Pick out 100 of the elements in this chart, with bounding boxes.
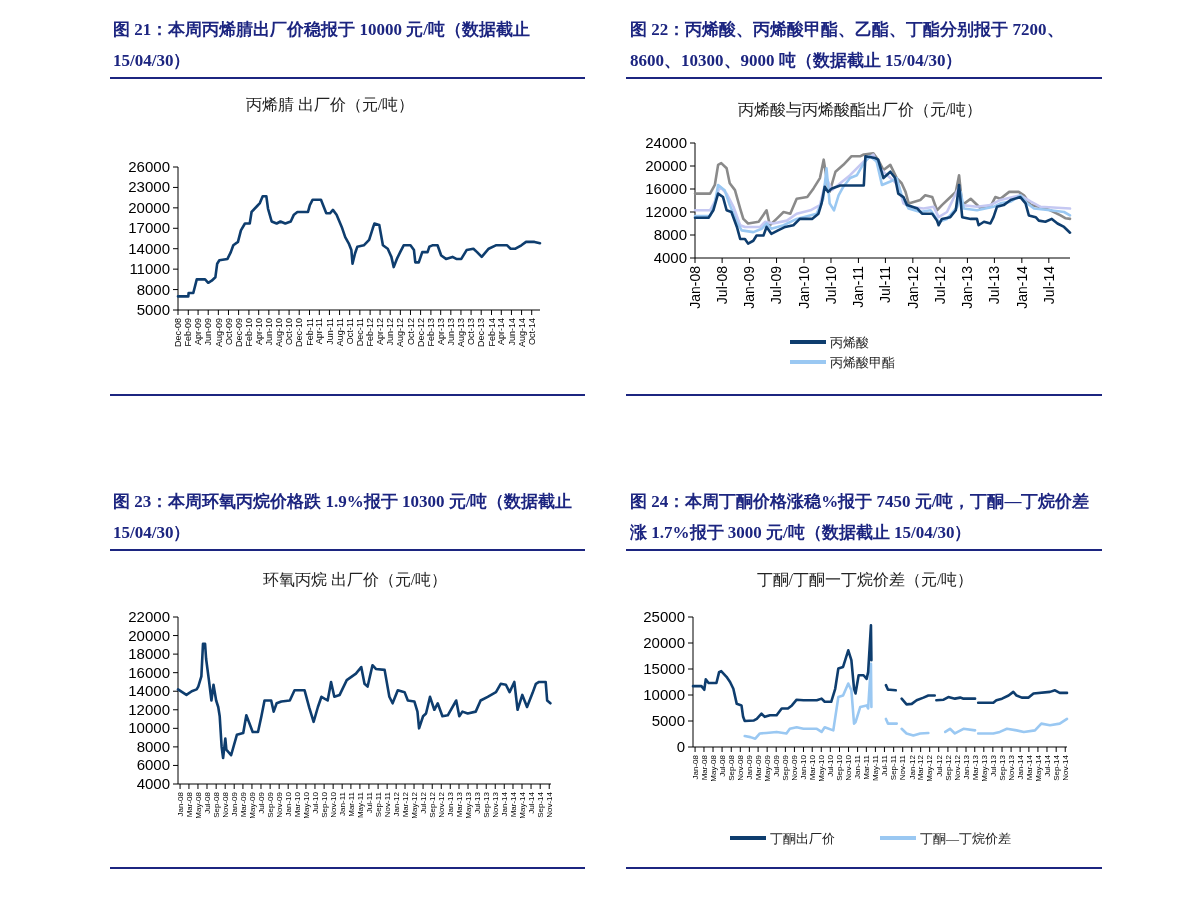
x-tick-label: Aug-09 — [213, 318, 224, 348]
y-tick-label: 15000 — [643, 660, 685, 677]
y-tick-label: 10000 — [643, 686, 685, 703]
x-tick-label: Jul-12 — [934, 754, 944, 777]
x-tick-label: Mar-09 — [753, 754, 763, 781]
x-tick-label: Mar-09 — [238, 791, 248, 818]
x-tick-label: Dec-08 — [173, 318, 184, 348]
x-tick-label: May-09 — [762, 754, 772, 782]
x-tick-label: Aug-14 — [516, 318, 527, 348]
x-tick-label: Jul-13 — [472, 791, 482, 814]
x-tick-label: Feb-12 — [365, 318, 376, 347]
chart-title: 图 24：本周丁酮价格涨稳%报于 7450 元/吨，丁酮—丁烷价差涨 1.7%报于 3000 元/吨（数据截止 15/04/30） — [630, 491, 1091, 544]
x-tick-label: Aug-12 — [395, 318, 406, 348]
x-tick-label: Mar-10 — [808, 754, 818, 781]
x-tick-label: Dec-11 — [354, 318, 365, 347]
x-tick-label: Jan-08 — [690, 754, 700, 780]
x-tick-label: Jul-09 — [768, 265, 785, 305]
x-tick-label: Mar-11 — [862, 754, 872, 780]
x-tick-label: Jan-11 — [850, 265, 867, 308]
x-tick-label: May-08 — [708, 754, 718, 782]
y-tick-label: 20000 — [643, 634, 685, 651]
x-tick-label: Jul-09 — [771, 754, 781, 777]
y-tick-label: 14000 — [128, 682, 170, 700]
x-tick-label: Mar-10 — [292, 791, 302, 818]
y-tick-label: 8000 — [136, 737, 170, 755]
x-tick-label: Aug-13 — [456, 318, 467, 348]
x-tick-label: Jun-12 — [385, 318, 396, 346]
x-tick-label: Mar-11 — [346, 791, 356, 817]
x-tick-label: Apr-14 — [496, 318, 507, 346]
x-tick-label: Jul-12 — [931, 265, 948, 305]
y-tick-label: 18000 — [128, 645, 170, 663]
x-tick-label: Oct-12 — [405, 318, 416, 346]
x-tick-label: Nov-08 — [220, 791, 230, 818]
x-tick-label: Nov-10 — [328, 791, 338, 818]
x-tick-label: May-13 — [979, 754, 989, 782]
x-tick-label: Mar-12 — [400, 791, 410, 818]
x-tick-label: Nov-09 — [790, 754, 800, 781]
x-tick-label: Sep-14 — [1051, 754, 1061, 781]
x-tick-label: Oct-11 — [344, 318, 355, 345]
x-tick-label: Jul-10 — [826, 754, 836, 777]
x-tick-label: Apr-09 — [193, 318, 204, 346]
x-tick-label: Dec-09 — [233, 318, 244, 348]
y-tick-label: 16000 — [645, 180, 687, 197]
x-tick-label: May-14 — [517, 791, 527, 819]
x-tick-label: Sep-09 — [781, 754, 791, 781]
x-tick-label: Jul-14 — [1040, 265, 1057, 305]
y-tick-label: 20000 — [645, 157, 687, 174]
x-tick-label: Mar-12 — [916, 754, 926, 781]
x-tick-label: Jun-09 — [203, 318, 214, 346]
x-tick-label: Jan-10 — [795, 265, 812, 309]
x-tick-label: Jul-10 — [822, 265, 839, 305]
x-tick-label: May-10 — [817, 754, 827, 782]
x-tick-label: Sep-13 — [997, 754, 1007, 781]
x-tick-label: Jul-08 — [714, 265, 731, 305]
x-tick-label: Sep-12 — [428, 791, 438, 818]
y-tick-label: 26000 — [128, 158, 170, 175]
y-tick-label: 5000 — [651, 712, 685, 729]
x-tick-label: Jul-13 — [986, 265, 1003, 305]
x-tick-label: Jun-11 — [324, 318, 335, 345]
x-tick-label: Nov-12 — [437, 791, 447, 818]
x-tick-label: Mar-13 — [970, 754, 980, 781]
x-tick-label: Sep-10 — [835, 754, 845, 781]
chart-title: 图 23：本周环氧丙烷价格跌 1.9%报于 10300 元/吨（数据截止 15/04/30） — [113, 491, 574, 544]
x-tick-label: Apr-11 — [314, 318, 325, 345]
x-tick-label: Nov-09 — [274, 791, 284, 818]
x-tick-label: Jan-13 — [959, 265, 976, 309]
x-tick-label: Oct-09 — [223, 318, 234, 346]
x-tick-label: May-12 — [409, 791, 419, 819]
x-tick-label: Jan-13 — [446, 791, 456, 817]
x-tick-label: May-08 — [193, 791, 203, 819]
y-tick-label: 0 — [676, 738, 685, 755]
x-tick-label: Jan-12 — [904, 265, 921, 309]
x-tick-label: Nov-10 — [844, 754, 854, 781]
x-tick-label: Nov-14 — [545, 791, 555, 818]
y-tick-label: 12000 — [128, 700, 170, 718]
y-tick-label: 23000 — [128, 178, 170, 196]
chart-subtitle: 丙烯酸与丙烯酸酯出厂价（元/吨） — [737, 101, 983, 118]
x-tick-label: Jul-14 — [1042, 754, 1052, 777]
x-tick-label: Mar-08 — [699, 754, 709, 781]
x-tick-label: Mar-13 — [454, 791, 464, 818]
x-tick-label: Jun-10 — [263, 318, 274, 346]
x-tick-label: Nov-11 — [382, 791, 392, 818]
y-tick-label: 6000 — [136, 756, 170, 774]
x-tick-label: May-11 — [355, 791, 365, 819]
x-tick-label: Sep-10 — [319, 791, 329, 818]
x-tick-label: Dec-12 — [415, 318, 426, 348]
x-tick-label: Apr-10 — [253, 318, 264, 346]
x-tick-label: Nov-13 — [1006, 754, 1016, 781]
x-tick-label: Mar-14 — [1024, 754, 1034, 781]
y-tick-label: 22000 — [128, 608, 170, 625]
legend-label: 丁酮—丁烷价差 — [920, 831, 1011, 846]
x-tick-label: Feb-13 — [426, 318, 437, 347]
x-tick-label: May-10 — [301, 791, 311, 819]
x-tick-label: Jul-14 — [526, 791, 536, 814]
legend-label: 丙烯酸 — [830, 335, 869, 350]
x-tick-label: Jun-13 — [445, 318, 456, 346]
x-tick-label: Jan-12 — [391, 791, 401, 817]
x-tick-label: Nov-13 — [491, 791, 501, 818]
y-tick-label: 20000 — [128, 198, 170, 216]
x-tick-label: Jan-10 — [799, 754, 809, 780]
